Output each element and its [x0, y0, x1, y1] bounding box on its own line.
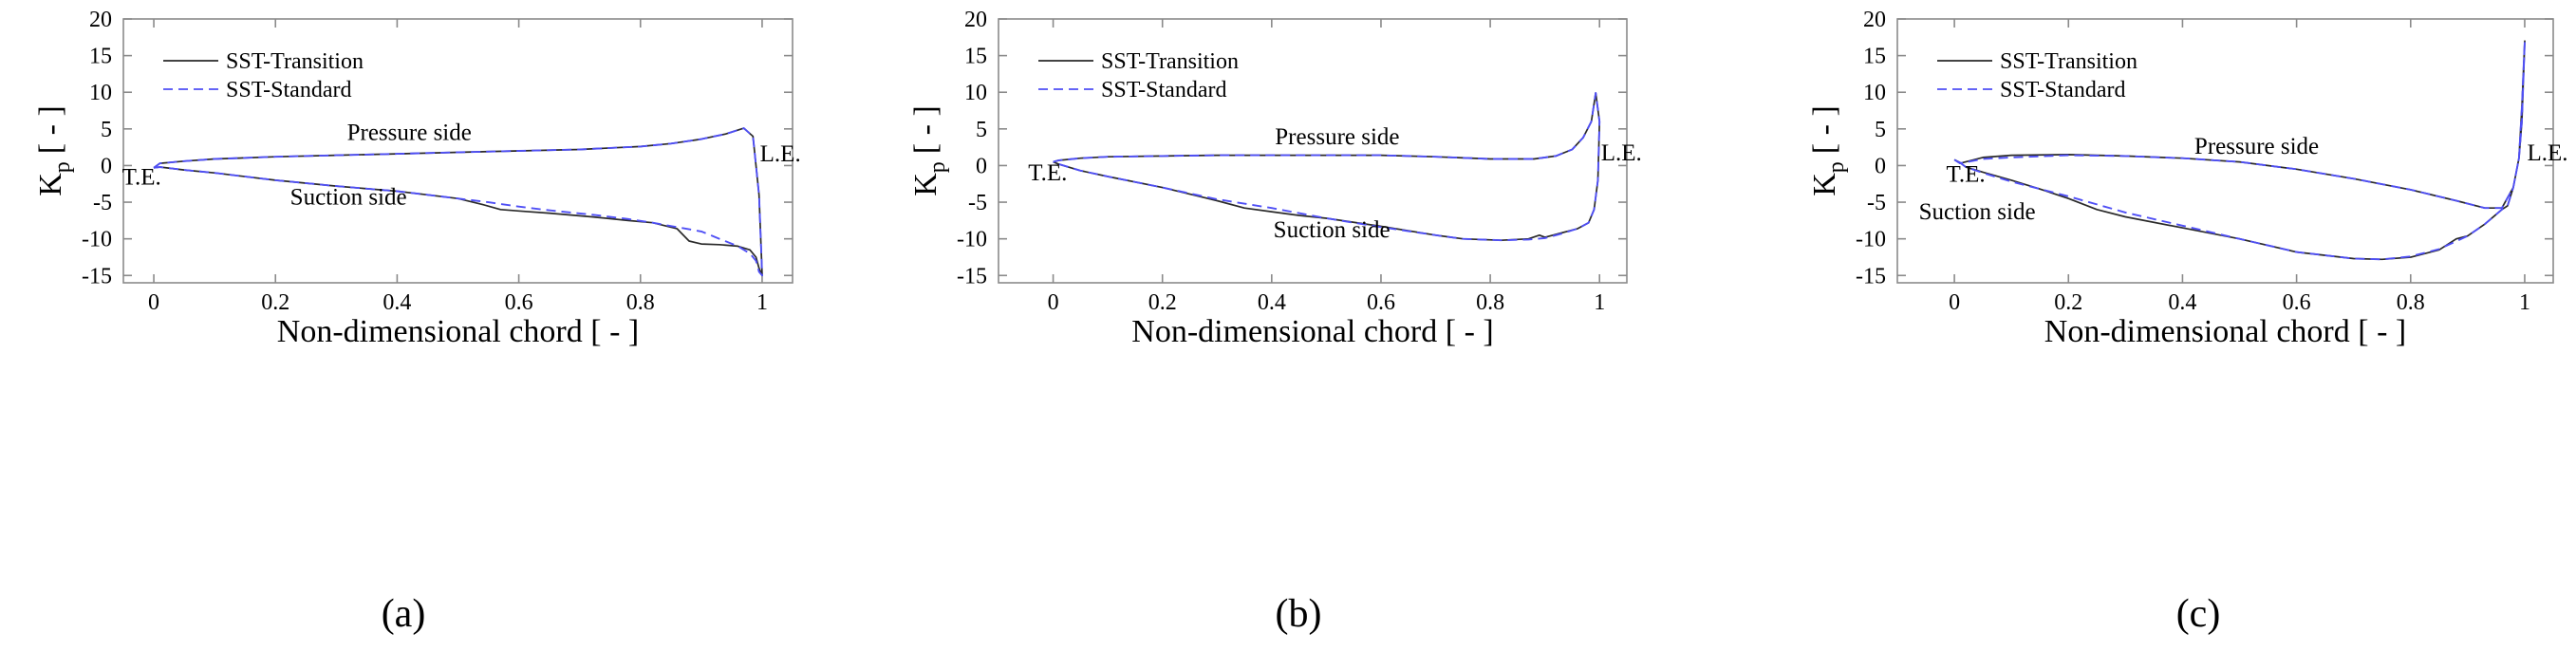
- annotation-label: Suction side: [1274, 217, 1391, 243]
- annotation-label: T.E.: [1028, 160, 1067, 186]
- x-axis-label: Non-dimensional chord [ - ]: [277, 314, 639, 349]
- caption-b: (b): [1276, 592, 1322, 636]
- plot-frame: [122, 18, 793, 284]
- y-tick-label: -5: [1867, 191, 1886, 215]
- x-tick-label: 0: [1949, 290, 1960, 315]
- y-tick-label: 10: [964, 81, 987, 105]
- y-axis-label-unit: [ - ]: [33, 105, 68, 154]
- y-tick-label: 5: [101, 118, 112, 142]
- y-axis-label: Kp [ - ]: [33, 105, 75, 196]
- y-tick-label: 10: [89, 81, 112, 105]
- legend-label: SST-Standard: [1101, 78, 1226, 102]
- y-tick-label: -10: [82, 228, 112, 252]
- y-tick-label: -15: [82, 264, 112, 288]
- y-tick-label: 0: [1875, 154, 1886, 178]
- y-tick-label: 15: [1863, 45, 1886, 69]
- chart-panel-c: -15 -10 -5 0 5 10 15 20 0 0.2 0.4 0.6 0.8 1 Non-dimens…: [1807, 8, 2568, 349]
- annotation-label: T.E.: [1947, 161, 1986, 187]
- y-tick-label: -15: [1856, 264, 1886, 288]
- y-tick-label: -5: [93, 191, 112, 215]
- y-tick-label: 15: [964, 45, 987, 69]
- y-tick-label: -15: [957, 264, 987, 288]
- annotation-label: L.E.: [2527, 140, 2567, 166]
- chart-panel-b: -15 -10 -5 0 5 10 15 20 0 0.2 0.4 0.6 0.8 1 Non-dimens…: [908, 8, 1642, 349]
- annotation-label: Pressure side: [347, 120, 472, 145]
- caption-c: (c): [2176, 592, 2221, 636]
- x-tick-label: 0.8: [626, 290, 655, 315]
- plot-frame: [1896, 18, 2554, 284]
- y-tick-label: 0: [101, 154, 112, 178]
- legend: SST-Transition SST-Standard: [163, 49, 364, 102]
- legend-label: SST-Transition: [2000, 49, 2137, 74]
- y-tick-label: -5: [968, 191, 987, 215]
- y-axis-label-unit: [ - ]: [1807, 105, 1842, 154]
- y-tick-label: 20: [964, 8, 987, 32]
- series-line-sst-transition: [153, 127, 763, 277]
- legend-label: SST-Transition: [226, 49, 364, 74]
- y-axis-label-unit: [ - ]: [908, 105, 943, 154]
- legend-label: SST-Standard: [226, 78, 351, 102]
- annotation-label: L.E.: [1601, 140, 1642, 166]
- chart-panel-a: -15 -10 -5 0 5 10 15 20 0 0.2 0.4 0.6 0.8 1 Non-dimens…: [33, 8, 801, 349]
- x-tick-label: 0: [148, 290, 159, 315]
- annotation-label: Suction side: [290, 184, 407, 210]
- y-tick-label: -10: [1856, 228, 1886, 252]
- annotation-label: L.E.: [760, 141, 801, 167]
- y-tick-label: 20: [1863, 8, 1886, 32]
- y-tick-label: -10: [957, 228, 987, 252]
- y-tick-label: 15: [89, 45, 112, 69]
- y-tick-label: 5: [976, 118, 987, 142]
- x-tick-label: 0.2: [261, 290, 289, 315]
- legend-label: SST-Standard: [2000, 78, 2125, 102]
- x-tick-label: 0.4: [2168, 290, 2196, 315]
- annotation-label: Suction side: [1919, 199, 2036, 225]
- annotation-label: Pressure side: [2194, 134, 2319, 159]
- x-tick-label: 0.4: [1258, 290, 1286, 315]
- x-tick-label: 0: [1048, 290, 1059, 315]
- series-line-sst-standard: [153, 127, 763, 277]
- annotation-label: T.E.: [122, 165, 161, 191]
- x-tick-label: 0.6: [505, 290, 533, 315]
- y-axis-label-subscript: p: [50, 161, 75, 173]
- legend-label: SST-Transition: [1101, 49, 1239, 74]
- caption-a: (a): [382, 592, 426, 636]
- plot-frame: [998, 18, 1628, 284]
- y-axis-label: Kp [ - ]: [908, 105, 950, 196]
- x-tick-label: 0.4: [383, 290, 411, 315]
- series-line-sst-standard: [1053, 92, 1601, 242]
- y-axis-label-main: K: [33, 173, 68, 196]
- series-line-sst-standard: [1953, 40, 2526, 261]
- x-axis-label: Non-dimensional chord [ - ]: [2044, 314, 2406, 349]
- y-axis-label-subscript: p: [925, 161, 950, 173]
- y-axis-label: Kp [ - ]: [1807, 105, 1849, 196]
- y-tick-label: 5: [1875, 118, 1886, 142]
- x-tick-label: 1: [756, 290, 768, 315]
- annotation-label: Pressure side: [1275, 124, 1399, 150]
- y-axis-label-main: K: [1807, 173, 1842, 196]
- x-tick-label: 0.6: [1367, 290, 1395, 315]
- x-tick-label: 0.8: [2397, 290, 2425, 315]
- x-tick-label: 1: [2519, 290, 2530, 315]
- y-axis-label-subscript: p: [1824, 161, 1849, 173]
- y-tick-label: 0: [976, 154, 987, 178]
- x-tick-label: 0.2: [1148, 290, 1177, 315]
- x-tick-label: 0.2: [2054, 290, 2082, 315]
- x-axis-label: Non-dimensional chord [ - ]: [1131, 314, 1493, 349]
- x-tick-label: 0.6: [2283, 290, 2311, 315]
- x-tick-label: 1: [1594, 290, 1605, 315]
- legend: SST-Transition SST-Standard: [1038, 49, 1239, 102]
- x-tick-label: 0.8: [1476, 290, 1504, 315]
- y-tick-label: 20: [89, 8, 112, 32]
- y-tick-label: 10: [1863, 81, 1886, 105]
- y-axis-label-main: K: [908, 173, 943, 196]
- legend: SST-Transition SST-Standard: [1937, 49, 2137, 102]
